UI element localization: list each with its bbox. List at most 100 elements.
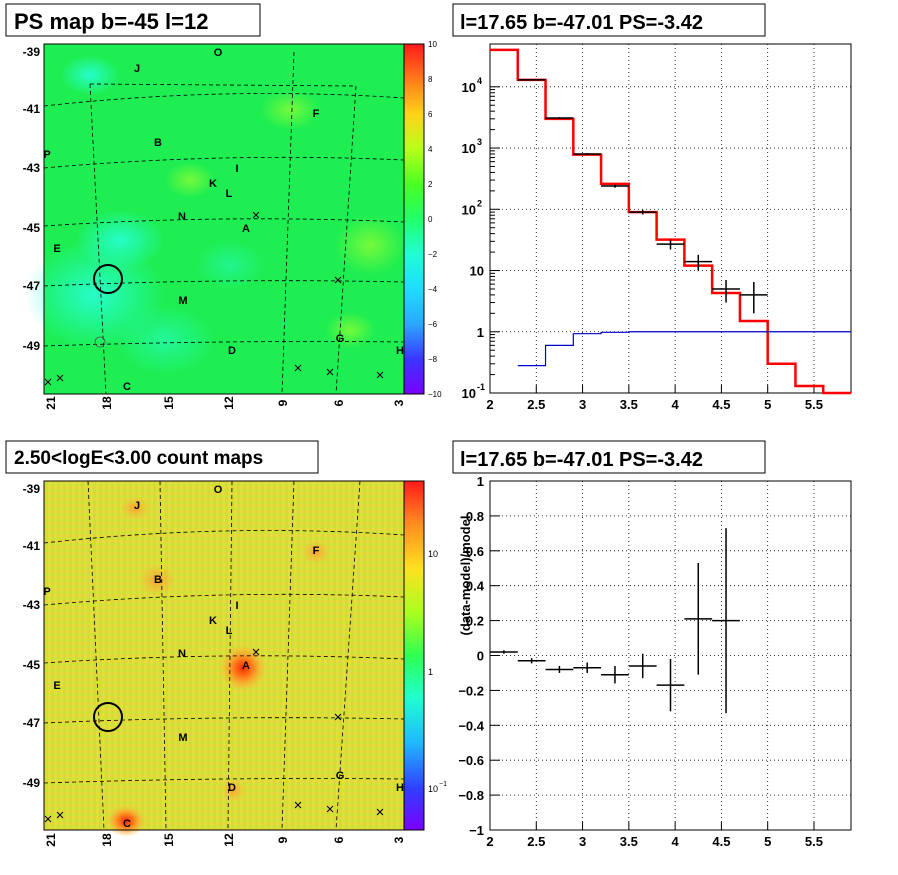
residual-x-tick-label: 5.5	[805, 834, 823, 849]
ps-map-colorbar	[403, 43, 425, 395]
spectrum-x-tick-label: 2.5	[527, 397, 545, 412]
residual-y-tick-label: 0.6	[466, 544, 484, 559]
residual-y-tick-label: 0.8	[466, 509, 484, 524]
residual-y-tick-label: 0.2	[466, 614, 484, 629]
map-y-tick-label: -49	[23, 339, 41, 353]
spectrum-x-tick-label: 4.5	[712, 397, 730, 412]
source-x-marker	[294, 364, 302, 372]
residual-y-tick-label: −0.8	[458, 788, 484, 803]
ps-colorbar-tick-label: −8	[428, 355, 438, 364]
map-y-tick-label: -45	[23, 658, 41, 672]
map-x-tick-label: 21	[44, 833, 58, 847]
source-label-ps: G	[336, 333, 345, 345]
residual-y-tick-label: −0.4	[458, 718, 484, 733]
source-label-count: F	[313, 545, 320, 557]
ps-map-title: PS map b=-45 l=12	[14, 9, 208, 34]
map-x-tick-label: 18	[100, 833, 114, 847]
residual-y-tick-label: −1	[469, 823, 484, 838]
ps-map-panel: PS map b=-45 l=12	[5, 3, 425, 395]
ps-colorbar-tick-label: −6	[428, 320, 438, 329]
source-x-marker	[44, 378, 52, 386]
background-step-line	[517, 331, 851, 367]
spectrum-y-tick-exponent: 3	[477, 137, 482, 147]
map-x-tick-label: 6	[332, 399, 346, 406]
spectrum-y-tick-label: 10	[470, 264, 484, 279]
map-x-tick-label: 12	[222, 396, 236, 410]
source-x-marker	[294, 801, 302, 809]
count-map-title-box	[5, 440, 319, 474]
spectrum-y-tick-label: 1	[477, 325, 484, 340]
source-label-ps: J	[134, 63, 140, 75]
spectrum-x-tick-label: 5	[764, 397, 771, 412]
source-x-marker	[252, 648, 260, 656]
residual-x-tick-label: 3.5	[620, 834, 638, 849]
source-x-marker	[252, 211, 260, 219]
source-label-ps: M	[178, 295, 187, 307]
source-x-marker	[334, 713, 342, 721]
source-label-ps: D	[228, 345, 236, 357]
residual-x-tick-label: 2	[486, 834, 493, 849]
spectrum-title: l=17.65 b=-47.01 PS=-3.42	[460, 12, 703, 34]
spectrum-panel: l=17.65 b=-47.01 PS=-3.42 2 2.5 3 3.5 4 4.5 5 5…	[452, 3, 852, 412]
source-label-count: H	[396, 782, 404, 794]
source-x-marker	[326, 368, 334, 376]
source-label-ps: K	[209, 178, 217, 190]
source-x-marker	[56, 811, 64, 819]
source-label-count: I	[235, 600, 238, 612]
source-label-count: N	[178, 648, 186, 660]
source-label-ps: H	[396, 345, 404, 357]
source-label-count: D	[228, 782, 236, 794]
ps-colorbar-tick-label: 10	[428, 40, 437, 49]
spectrum-x-tick-label: 3.5	[620, 397, 638, 412]
residual-y-tick-label: 1	[477, 474, 484, 489]
count-map-image	[43, 480, 405, 837]
ps-colorbar-tick-label: 2	[428, 180, 433, 189]
source-label-count: K	[209, 615, 217, 627]
source-label-ps: O	[214, 47, 223, 59]
source-label-count: J	[134, 500, 140, 512]
source-label-ps: A	[242, 223, 250, 235]
map-x-tick-label: 21	[44, 396, 58, 410]
residual-y-axis-label: (data-model)/model	[458, 516, 473, 636]
map-x-tick-label: 15	[162, 833, 176, 847]
residual-title-box	[452, 440, 766, 474]
residual-y-tick-label: −0.6	[458, 753, 484, 768]
source-x-marker	[56, 374, 64, 382]
map-x-tick-label: 9	[276, 399, 290, 406]
map-x-tick-label: 9	[276, 836, 290, 843]
ps-map-title-box	[5, 3, 261, 37]
ps-colorbar-tick-label: 8	[428, 75, 433, 84]
ps-colorbar-tick-label: 6	[428, 110, 433, 119]
spectrum-x-tick-label: 5.5	[805, 397, 823, 412]
spectrum-y-tick-label: 10	[462, 80, 476, 95]
count-colorbar-tick-label: 10	[428, 784, 438, 794]
source-label-count: P	[43, 586, 50, 598]
residual-x-tick-label: 4.5	[712, 834, 730, 849]
source-label-ps: P	[43, 149, 50, 161]
residual-x-tick-label: 3	[579, 834, 586, 849]
map-x-tick-label: 18	[100, 396, 114, 410]
source-label-ps: I	[235, 163, 238, 175]
ps-colorbar-tick-label: −10	[428, 390, 442, 399]
ps-colorbar-tick-label: 4	[428, 145, 433, 154]
spectrum-x-tick-label: 4	[672, 397, 680, 412]
map-x-tick-label: 3	[392, 836, 406, 843]
spectrum-y-tick-label: 10	[462, 386, 476, 401]
count-map-title: 2.50<logE<3.00 count maps	[14, 448, 263, 469]
source-label-count: E	[53, 680, 60, 692]
residual-x-tick-label: 2.5	[527, 834, 545, 849]
source-label-ps: E	[53, 243, 60, 255]
source-x-marker	[44, 815, 52, 823]
source-label-ps: N	[178, 211, 186, 223]
ps-colorbar-tick-label: −4	[428, 285, 438, 294]
residual-panel: l=17.65 b=-47.01 PS=-3.42 2 2.5 3 3.5 4 4.5 5 5…	[452, 440, 852, 849]
source-label-count: G	[336, 770, 345, 782]
map-y-tick-label: -45	[23, 221, 41, 235]
map-x-tick-label: 15	[162, 396, 176, 410]
ps-colorbar-tick-label: −2	[428, 250, 438, 259]
residual-plot-area: 2 2.5 3 3.5 4 4.5 5 5.5 1 0.8 0.6 0.4 0.2 0 −0.2 −0.4 −0…	[458, 474, 852, 849]
residual-x-tick-label: 5	[764, 834, 771, 849]
